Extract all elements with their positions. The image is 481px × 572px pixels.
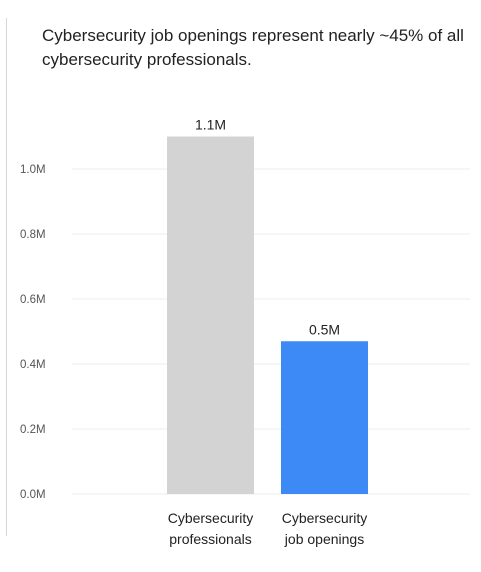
data-label: 1.1M	[195, 117, 226, 133]
left-border-line	[6, 18, 7, 536]
data-label: 0.5M	[309, 321, 340, 337]
y-tick-label: 0.6M	[20, 294, 46, 306]
y-tick-label: 0.8M	[20, 229, 46, 241]
x-category-label: job openings	[284, 531, 364, 547]
y-tick-label: 1.0M	[20, 164, 46, 176]
x-category-label: professionals	[169, 531, 252, 547]
y-tick-label: 0.4M	[20, 359, 46, 371]
chart-title: Cybersecurity job openings represent nea…	[42, 26, 464, 69]
x-category-label: Cybersecurity	[282, 510, 368, 526]
bar	[281, 341, 368, 494]
bar	[167, 136, 254, 494]
x-category-label: Cybersecurity	[168, 510, 254, 526]
y-tick-label: 0.2M	[20, 424, 46, 436]
y-tick-label: 0.0M	[20, 489, 46, 501]
